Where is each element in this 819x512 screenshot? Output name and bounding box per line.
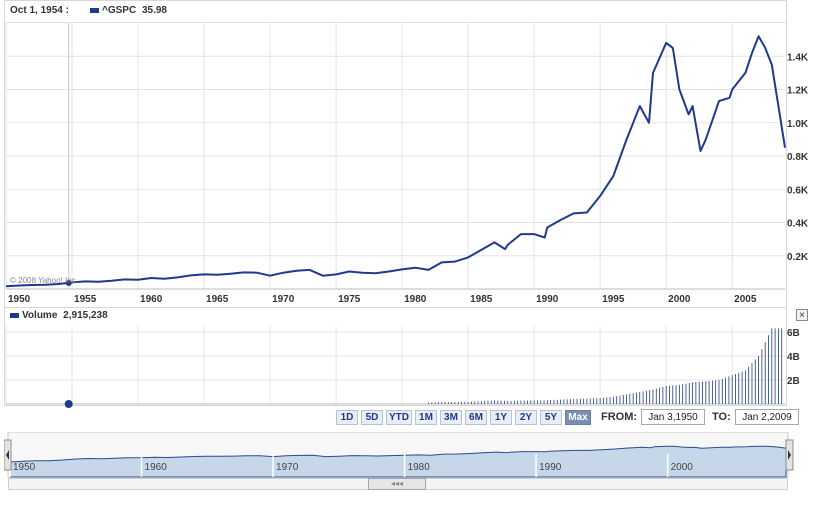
x-tick-label: 2005 [734,294,757,305]
close-volume-button[interactable]: × [796,309,808,321]
x-tick-label: 1955 [74,294,97,305]
x-tick-label: 1990 [536,294,559,305]
range-button-5d[interactable]: 5D [361,410,383,425]
range-button-3m[interactable]: 3M [440,410,462,425]
navigator-area [9,445,787,478]
vol-y-tick-label: 6B [787,328,800,339]
x-tick-label: 1975 [338,294,361,305]
y-tick-label: 0.8K [787,152,809,163]
copyright-label: © 2008 Yahoo! Inc. [10,276,78,285]
y-tick-label: 1.4K [787,52,809,63]
range-button-max[interactable]: Max [565,410,591,425]
x-tick-label: 1980 [404,294,427,305]
volume-color-chip [10,312,19,318]
x-tick-label: 1950 [8,294,31,305]
to-label: TO: [712,411,731,423]
right-arrow-icon [788,450,791,460]
x-tick-label: 1995 [602,294,625,305]
series-legend: ^GSPC 35.98 [90,5,167,16]
vol-y-tick-label: 2B [787,376,800,387]
price-line-chart[interactable]: 1950 1955 1960 1965 1970 1975 1980 1985 1990 1995… [0,0,819,310]
y-tick-label: 1.2K [787,86,809,97]
navigator-year-label: 1980 [408,462,431,473]
x-tick-label: 1960 [140,294,163,305]
hover-date: Oct 1, 1954 : [10,5,69,16]
volume-header: Volume 2,915,238 [4,308,787,324]
price-series-line [5,35,786,288]
volume-legend: Volume 2,915,238 [10,310,108,321]
price-chart-panel [4,0,787,308]
y-tick-label: 0.6K [787,185,809,196]
range-button-1m[interactable]: 1M [415,410,437,425]
range-button-1y[interactable]: 1Y [490,410,512,425]
from-label: FROM: [601,411,638,423]
volume-value: 2,915,238 [63,310,108,321]
navigator-year-label: 1950 [13,462,36,473]
series-symbol: ^GSPC [102,5,137,16]
volume-label: Volume [22,310,58,321]
navigator-year-label: 1990 [539,462,562,473]
y-tick-label: 0.2K [787,252,809,263]
x-tick-label: 1985 [470,294,493,305]
navigator-scroll-thumb[interactable]: ◂◂◂ [368,478,426,490]
navigator-year-label: 1960 [145,462,168,473]
from-date-input[interactable]: Jan 3,1950 [641,409,705,425]
x-tick-label: 1970 [272,294,295,305]
range-button-6m[interactable]: 6M [465,410,487,425]
range-button-2y[interactable]: 2Y [515,410,537,425]
x-tick-label: 2000 [668,294,691,305]
vol-y-tick-label: 4B [787,352,800,363]
to-date-input[interactable]: Jan 2,2009 [735,409,799,425]
x-tick-label: 1965 [206,294,229,305]
navigator-year-label: 1970 [276,462,299,473]
series-color-chip [90,7,99,13]
range-navigator[interactable]: 1950 1960 1970 1980 1990 2000 [4,432,794,478]
range-button-5y[interactable]: 5Y [540,410,562,425]
volume-hover-point [64,400,73,408]
y-tick-label: 1.0K [787,119,809,130]
series-value: 35.98 [141,5,167,16]
y-tick-label: 0.4K [787,219,809,230]
range-button-ytd[interactable]: YTD [386,410,412,425]
volume-bar-chart: 2B 4B 6B [5,326,800,408]
range-button-1d[interactable]: 1D [336,410,358,425]
price-chart-header: Oct 1, 1954 : ^GSPC 35.98 [4,0,787,23]
left-arrow-icon [6,450,9,460]
navigator-year-label: 2000 [671,462,694,473]
hover-point [65,280,72,287]
